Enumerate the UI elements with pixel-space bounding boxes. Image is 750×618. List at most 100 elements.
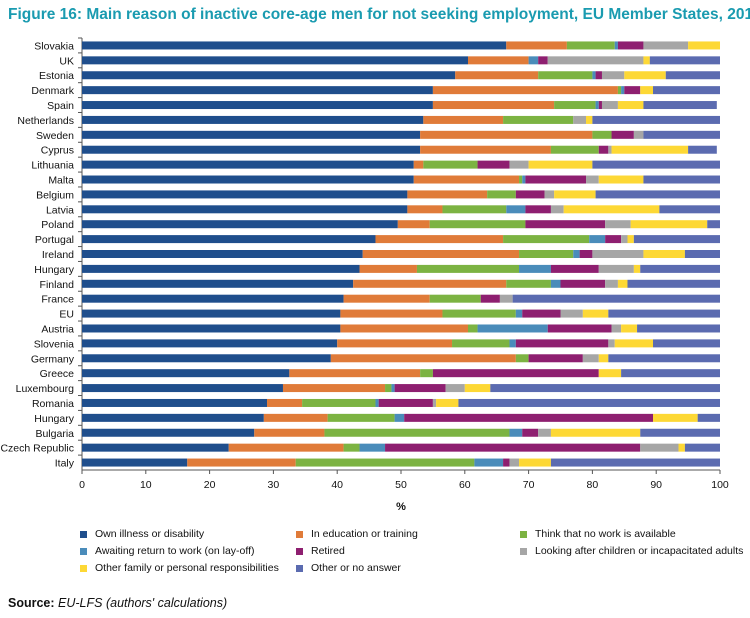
bar-segment: [487, 190, 516, 199]
bar-segment: [442, 309, 516, 318]
source-text: EU-LFS (authors' calculations): [58, 596, 228, 610]
bar-segment: [436, 398, 459, 407]
bar-segment: [375, 235, 504, 244]
bar-segment: [563, 205, 660, 214]
bar-segment: [82, 235, 376, 244]
stacked-bar-chart: 0 10 20 30 40 50 60 70 80 90 100% Slovakia UK Estonia…: [0, 37, 729, 513]
bar-segment: [429, 220, 526, 229]
category-label: France: [41, 294, 74, 306]
bar-segment: [413, 160, 424, 169]
bar-segment: [404, 413, 654, 422]
bar-segment: [621, 235, 628, 244]
bar-segment: [697, 413, 720, 422]
bar-segment: [423, 160, 478, 169]
bar-segment: [614, 339, 654, 348]
category-label: Estonia: [39, 70, 74, 82]
bar-segment: [525, 175, 587, 184]
bar-segment: [385, 384, 392, 393]
bar-segment: [359, 264, 417, 273]
bar-segment: [595, 71, 602, 80]
bar-segment: [467, 56, 529, 65]
bar-segment: [509, 458, 520, 467]
bar-segment: [598, 354, 609, 363]
bar-segment: [550, 264, 599, 273]
bar-segment: [82, 264, 360, 273]
bar-segment: [573, 115, 587, 124]
bar-segment: [522, 428, 539, 437]
bar-segment: [432, 398, 437, 407]
bar-segment: [684, 250, 720, 258]
bar-segment: [554, 190, 596, 199]
chart-title: Figure 16: Main reason of inactive core-…: [8, 6, 750, 23]
legend-swatch: [296, 564, 303, 572]
bar-segment: [579, 250, 593, 258]
legend-label: Awaiting return to work (on lay-off): [95, 545, 255, 557]
bar-segment: [605, 235, 622, 244]
bar-segment: [506, 41, 567, 50]
bar-segment: [525, 205, 551, 214]
bar-segment: [477, 160, 510, 169]
bar-segment: [82, 279, 354, 288]
x-tick-label: 10: [140, 479, 152, 491]
bar-segment: [614, 41, 618, 50]
bar-segment: [624, 71, 666, 80]
bar-segment: [359, 443, 386, 452]
bar-segment: [509, 339, 516, 348]
bar-segment: [538, 428, 551, 437]
bar-segment: [678, 443, 685, 452]
bar-segment: [506, 205, 526, 214]
bar-segment: [267, 398, 303, 407]
bar-segment: [586, 115, 593, 124]
bar-segment: [592, 71, 596, 80]
legend-item: Awaiting return to work (on lay-off): [80, 545, 255, 557]
category-label: Ireland: [42, 249, 74, 261]
bar-segment: [340, 324, 468, 333]
bar-segment: [617, 279, 628, 288]
bar-segment: [82, 160, 414, 169]
bar-segment: [637, 324, 720, 333]
bar-segment: [573, 250, 580, 258]
bar-segment: [598, 145, 609, 154]
bar-segment: [519, 175, 523, 184]
bar-segment: [582, 354, 599, 363]
bar-segment: [544, 190, 555, 199]
legend-swatch: [80, 564, 87, 572]
bar-segment: [432, 101, 555, 110]
bar-segment: [608, 339, 615, 348]
category-label: Romania: [32, 398, 74, 410]
bar-segment: [566, 41, 615, 50]
bar-segment: [659, 205, 720, 214]
category-label: Finland: [40, 279, 75, 291]
bar-segment: [416, 264, 520, 273]
bar-segment: [515, 339, 609, 348]
bar-segment: [627, 279, 720, 288]
bar-segment: [688, 41, 720, 50]
bar-segment: [550, 428, 641, 437]
category-label: Austria: [41, 323, 74, 335]
bar-segment: [592, 115, 720, 124]
category-label: Lithuania: [31, 160, 74, 172]
category-label: Belgium: [36, 189, 74, 201]
x-tick-label: 0: [79, 479, 85, 491]
bar-segment: [420, 130, 593, 139]
bar-segment: [394, 413, 405, 422]
bar-segment: [515, 354, 529, 363]
bar-segment: [432, 86, 618, 95]
bar-segment: [550, 205, 564, 214]
bar-segment: [617, 41, 644, 50]
bar-segment: [82, 250, 363, 258]
bar-segment: [598, 369, 622, 378]
legend-label: In education or training: [311, 528, 418, 540]
bar-segment: [643, 41, 689, 50]
bar-segment: [519, 458, 551, 467]
bar-segment: [653, 413, 698, 422]
bar-segment: [624, 86, 641, 95]
bar-segment: [684, 443, 720, 452]
legend-item: Other or no answer: [296, 562, 401, 574]
bar-segment: [442, 205, 507, 214]
category-label: Czech Republic: [0, 443, 74, 455]
bar-segment: [82, 398, 268, 407]
bar-segment: [302, 398, 376, 407]
category-label: EU: [59, 309, 74, 321]
bar-segment: [423, 115, 504, 124]
